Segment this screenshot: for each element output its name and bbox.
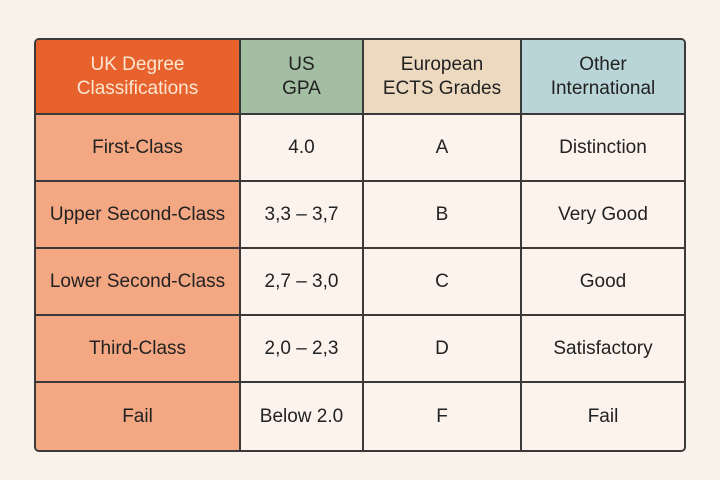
ects-grade-cell: B <box>364 182 522 249</box>
us-gpa-cell: Below 2.0 <box>241 383 364 450</box>
international-cell: Distinction <box>522 115 684 182</box>
header-line: UK Degree <box>90 53 185 75</box>
us-gpa-cell: 4.0 <box>241 115 364 182</box>
header-uk-degree: UK Degree Classifications <box>36 40 241 115</box>
header-ects: European ECTS Grades <box>364 40 522 115</box>
international-cell: Satisfactory <box>522 316 684 383</box>
grade-comparison-table: UK Degree Classifications US GPA European ECT… <box>34 38 686 452</box>
ects-grade-cell: D <box>364 316 522 383</box>
us-gpa-cell: 3,3 – 3,7 <box>241 182 364 249</box>
header-line: GPA <box>282 77 321 99</box>
header-line: Classifications <box>76 77 199 99</box>
uk-class-cell: First-Class <box>36 115 241 182</box>
uk-class-cell: Fail <box>36 383 241 450</box>
header-line: Other <box>579 53 627 75</box>
header-line: International <box>550 77 656 99</box>
us-gpa-cell: 2,0 – 2,3 <box>241 316 364 383</box>
header-line: ECTS Grades <box>382 77 502 99</box>
uk-class-cell: Upper Second-Class <box>36 182 241 249</box>
ects-grade-cell: F <box>364 383 522 450</box>
uk-class-cell: Third-Class <box>36 316 241 383</box>
international-cell: Good <box>522 249 684 316</box>
uk-class-cell: Lower Second-Class <box>36 249 241 316</box>
header-line: US <box>288 53 315 75</box>
ects-grade-cell: C <box>364 249 522 316</box>
header-us-gpa: US GPA <box>241 40 364 115</box>
us-gpa-cell: 2,7 – 3,0 <box>241 249 364 316</box>
international-cell: Fail <box>522 383 684 450</box>
international-cell: Very Good <box>522 182 684 249</box>
ects-grade-cell: A <box>364 115 522 182</box>
header-other-international: Other International <box>522 40 684 115</box>
header-line: European <box>400 53 484 75</box>
